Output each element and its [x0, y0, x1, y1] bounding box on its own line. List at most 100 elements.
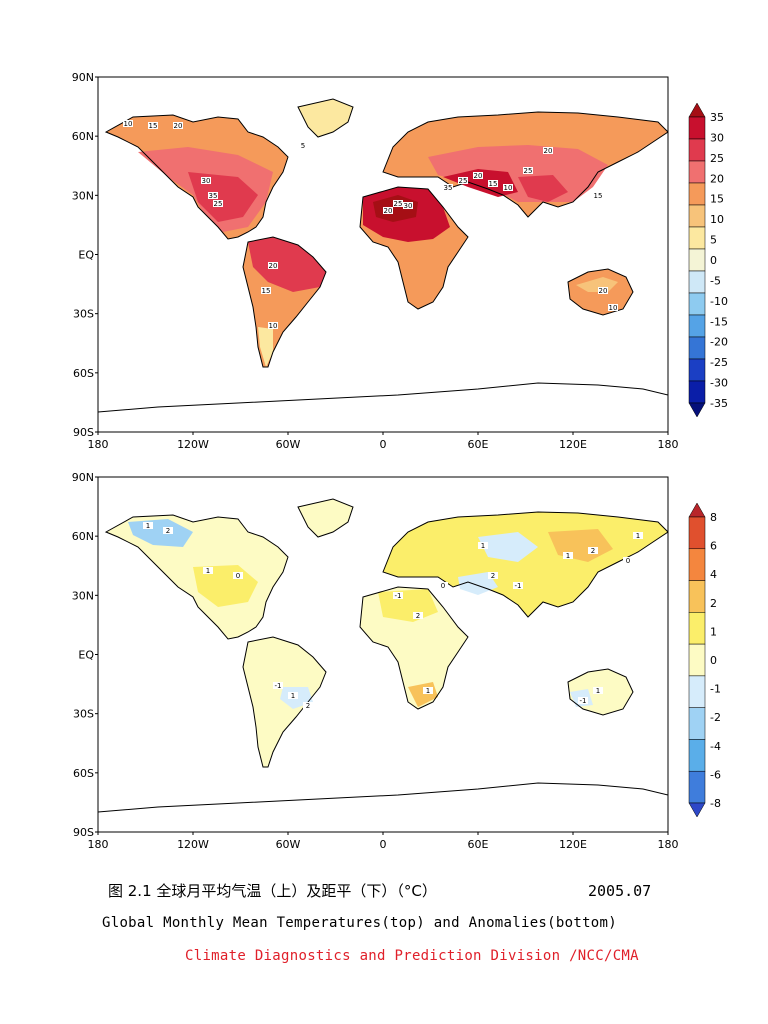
colorbar-swatch — [688, 314, 706, 338]
contour-label: 10 — [269, 322, 278, 330]
colorbar-label: 6 — [710, 540, 717, 553]
colorbar-label: 2 — [710, 597, 717, 610]
colorbar-label: -4 — [710, 740, 721, 753]
contour-label-bg — [213, 200, 223, 207]
contour-label-bg — [503, 184, 513, 191]
contour-label: 2 — [166, 527, 170, 535]
contour-label-bg — [148, 122, 158, 129]
contour-label: 0 — [626, 557, 630, 565]
anomaly-contour-labels: 1 2 1 0 -1 1 2 -1 2 1 0 1 2 -1 1 2 1 -1 0 1 — [143, 522, 643, 710]
lon-tick-label: 60W — [276, 438, 301, 451]
contour-label-bg — [273, 682, 283, 689]
contour-label-bg — [488, 180, 498, 187]
lon-tick-label: 180 — [88, 838, 109, 851]
contour-label-bg — [208, 192, 218, 199]
colorbar-label: 0 — [710, 254, 717, 267]
colorbar-swatch — [688, 336, 706, 360]
contour-label-bg — [438, 582, 448, 589]
colorbar-swatch — [688, 380, 706, 404]
colorbar-max-arrow — [688, 102, 706, 118]
colorbar-swatch — [688, 643, 706, 677]
contour-label-bg — [233, 572, 243, 579]
contour-label-bg — [383, 207, 393, 214]
figure-date: 2005.07 — [588, 882, 652, 900]
contour-label: 20 — [384, 207, 393, 215]
colorbar-label: -1 — [710, 683, 721, 696]
contour-label-bg — [261, 287, 271, 294]
contour-label-bg — [288, 692, 298, 699]
colorbar-label: 30 — [710, 131, 724, 144]
contour-label: 25 — [394, 200, 403, 208]
contour-label-bg — [578, 697, 588, 704]
contour-label: 20 — [599, 287, 608, 295]
contour-label: 1 — [146, 522, 150, 530]
lon-tick-label: 120E — [559, 438, 587, 451]
anomaly-map: 1 2 1 0 -1 1 2 -1 2 1 0 1 2 -1 1 2 1 -1 0 1 — [97, 476, 669, 833]
colorbar-swatch — [688, 292, 706, 316]
lon-tick-label: 120E — [559, 838, 587, 851]
colorbar-label: 1 — [710, 625, 717, 638]
lat-tick-label: EQ — [78, 649, 94, 662]
contour-label-bg — [608, 304, 618, 311]
contour-label-bg — [458, 177, 468, 184]
lat-tick-label: 60S — [73, 367, 94, 380]
contour-label-bg — [543, 147, 553, 154]
contour-label: 2 — [491, 572, 495, 580]
lon-tick-label: 60W — [276, 838, 301, 851]
contour-label: 10 — [504, 184, 513, 192]
contour-label-bg — [443, 184, 453, 191]
colorbar-label: 25 — [710, 152, 724, 165]
colorbar-label: -30 — [710, 377, 728, 390]
colorbar-swatch — [688, 739, 706, 772]
contour-label: 30 — [404, 202, 413, 210]
lon-tick-label: 120W — [177, 438, 209, 451]
lat-tick-label: 90N — [72, 471, 94, 484]
contour-label: 2 — [306, 702, 310, 710]
contour-label-bg — [473, 172, 483, 179]
lat-tick-label: 30S — [73, 708, 94, 721]
colorbar-label: -5 — [710, 274, 721, 287]
contour-label: 15 — [489, 180, 498, 188]
contour-label: 25 — [524, 167, 533, 175]
contour-label-bg — [163, 527, 173, 534]
colorbar-label: -6 — [710, 768, 721, 781]
contour-label-bg — [593, 687, 603, 694]
colorbar-label: 15 — [710, 193, 724, 206]
contour-label: 15 — [262, 287, 271, 295]
contour-label-bg — [423, 687, 433, 694]
contour-label-bg — [593, 192, 603, 199]
anomaly-lon-axis: 180 120W 60W 0 60E 120E 180 — [88, 832, 679, 851]
contour-label-bg — [143, 522, 153, 529]
contour-label: 10 — [124, 120, 133, 128]
lon-tick-label: 180 — [658, 838, 679, 851]
lon-tick-label: 60E — [468, 438, 489, 451]
lat-tick-label: 30S — [73, 308, 94, 321]
contour-label: -1 — [580, 697, 587, 705]
contour-label-bg — [123, 120, 133, 127]
contour-label: 20 — [269, 262, 278, 270]
contour-label: 2 — [416, 612, 420, 620]
figure-caption-chinese: 图 2.1 全球月平均气温（上）及距平（下）（°C） — [108, 882, 437, 900]
contour-label: -1 — [395, 592, 402, 600]
colorbar-label: -2 — [710, 711, 721, 724]
contour-label: 5 — [301, 142, 305, 150]
colorbar-max-arrow — [688, 502, 706, 518]
colorbar-swatch — [688, 770, 706, 804]
temperature-lat-axis: 90N 60N 30N EQ 30S 60S 90S — [72, 71, 98, 439]
contour-label-bg — [393, 592, 403, 599]
lon-tick-label: 60E — [468, 838, 489, 851]
contour-label-bg — [523, 167, 533, 174]
temperature-lon-axis: 180 120W 60W 0 60E 120E 180 — [88, 432, 679, 451]
contour-label-bg — [513, 582, 523, 589]
colorbar-swatch — [688, 612, 706, 645]
colorbar-label: 10 — [710, 213, 724, 226]
colorbar-label: -10 — [710, 295, 728, 308]
colorbar-swatch — [688, 226, 706, 250]
contour-label: 1 — [481, 542, 485, 550]
contour-label: 2 — [591, 547, 595, 555]
colorbar-swatch — [688, 116, 706, 140]
colorbar-label: -35 — [710, 397, 728, 410]
contour-label: 1 — [566, 552, 570, 560]
